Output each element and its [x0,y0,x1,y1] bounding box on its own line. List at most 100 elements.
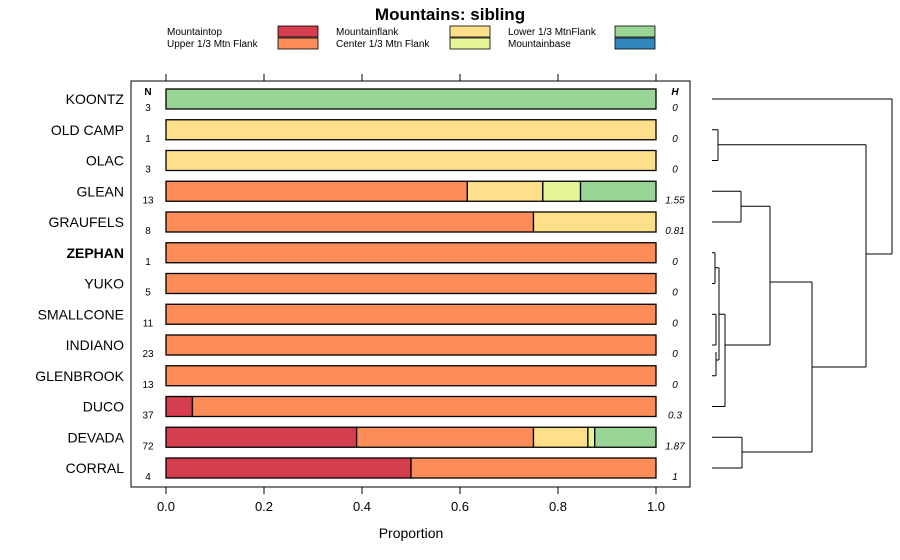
n-value: 23 [142,349,154,360]
row-label: OLAC [86,153,124,169]
h-value: 0 [672,165,678,176]
legend-swatch [277,25,319,38]
bar-segment [165,180,469,202]
n-value: 13 [142,380,154,391]
n-column-header: N [144,87,151,98]
legend-swatch [614,37,656,50]
bar-row: INDIANO 23 0 [66,334,678,360]
bar-row: SMALLCONE 11 0 [38,303,678,329]
legend-label: Mountainbase [508,39,571,50]
plot-frame [130,80,691,488]
h-value: 0 [672,257,678,268]
bar-segment [532,211,657,233]
legend-swatch [277,37,319,50]
h-value: 1.55 [665,195,685,206]
bar-segment [165,426,358,448]
h-value: 0 [672,318,678,329]
row-label: GLEAN [77,183,124,199]
bar-segment [587,426,596,448]
row-label: YUKO [84,276,124,292]
row-label: DEVADA [67,429,124,445]
row-label: GRAUFELS [49,214,124,230]
bar-segment [165,149,657,172]
bar-row: GLENBROOK 13 0 [35,365,678,391]
x-axis-label: Proportion [379,525,444,541]
bar-segment [579,180,657,202]
bar-segment [542,180,582,202]
row-label: SMALLCONE [38,306,124,322]
bar-row: CORRAL 4 1 [66,457,678,483]
row-label: INDIANO [66,337,124,353]
row-label: CORRAL [66,460,125,476]
bar-row: YUKO 5 0 [84,272,678,299]
bar-segment [532,426,589,448]
row-label: KOONTZ [66,91,125,107]
n-value: 4 [145,472,151,483]
legend-label: Upper 1/3 Mtn Flank [167,39,259,50]
x-tick-label: 0.8 [549,499,567,514]
legend-label: Mountaintop [167,27,222,38]
h-value: 1 [672,472,678,483]
bar-segment [165,211,535,233]
bar-row: OLD CAMP 1 0 [51,119,678,145]
x-tick-label: 0.4 [353,499,371,514]
h-value: 0 [672,349,678,360]
h-value: 0 [672,134,678,145]
x-tick-label: 1.0 [647,499,665,514]
n-value: 1 [145,134,151,145]
bar-segment [466,180,544,202]
bar-segment [165,365,657,387]
bar-segment [165,395,194,418]
n-value: 13 [142,195,154,206]
legend-swatch [449,37,491,50]
bar-row: GLEAN 13 1.55 [77,180,685,206]
bar-segment [594,426,657,448]
legend-label: Mountainflank [336,27,399,38]
x-tick-label: 0.0 [157,499,175,514]
bar-row: GRAUFELS 8 0.81 [49,211,685,237]
x-tick-label: 0.2 [255,499,273,514]
bar-row: KOONTZ 3 0 [66,88,678,114]
h-column-header: H [671,87,679,98]
h-value: 0 [672,103,678,114]
h-value: 0.81 [665,226,684,237]
n-value: 3 [145,165,151,176]
row-label: DUCO [83,399,124,415]
bar-segment [165,88,657,110]
n-value: 5 [145,288,151,299]
n-value: 8 [145,226,151,237]
bar-row: DEVADA 72 1.87 [67,426,685,452]
bar-row: ZEPHAN 1 0 [66,242,678,268]
legend-label: Center 1/3 Mtn Flank [336,39,430,50]
legend-label: Lower 1/3 MtnFlank [508,27,597,38]
bar-segment [165,457,412,479]
bar-segment [165,272,657,295]
bar-segment [165,242,657,264]
top-axis-ticks [165,74,657,81]
bar-segment [165,303,657,325]
n-value: 1 [145,257,151,268]
bar-rows: KOONTZ 3 0 OLD CAMP 1 0 OLAC 3 0 GLEAN 13 1.55 GRAUF… [35,88,685,483]
legend-swatch [449,25,491,38]
n-value: 3 [145,103,151,114]
bar-row: OLAC 3 0 [86,149,678,176]
bar-segment [355,426,535,448]
n-value: 11 [143,318,154,329]
n-value: 72 [142,441,154,452]
row-label: ZEPHAN [66,245,124,261]
h-value: 0 [672,380,678,391]
bar-segment [191,395,657,418]
bar-segment [165,334,657,356]
x-tick-label: 0.6 [451,499,469,514]
n-value: 37 [142,411,154,422]
h-value: 1.87 [665,441,685,452]
chart-title: Mountains: sibling [375,5,525,24]
row-label: OLD CAMP [51,122,124,138]
legend-swatch [614,25,656,38]
row-label: GLENBROOK [35,368,124,384]
bar-segment [410,457,657,479]
h-value: 0.3 [668,411,682,422]
x-axis: 0.0 0.2 0.4 0.6 0.8 1.0 [157,487,665,514]
